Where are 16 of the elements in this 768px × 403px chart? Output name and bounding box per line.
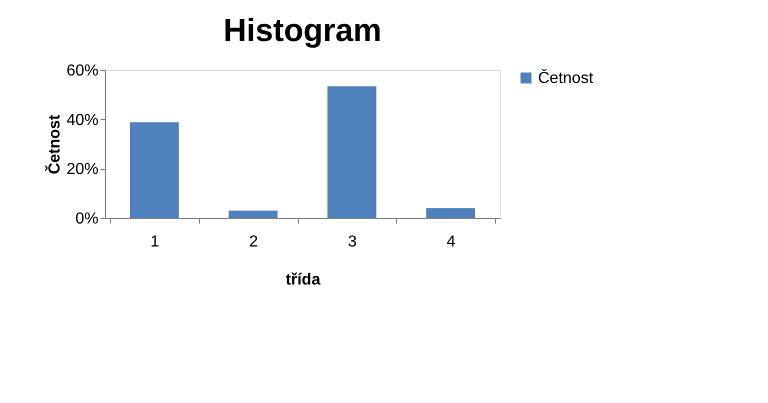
bar bbox=[130, 122, 179, 218]
y-tick-label: 40% bbox=[66, 112, 98, 129]
y-tick-label: 0% bbox=[75, 210, 98, 228]
legend-label: Četnost bbox=[538, 69, 594, 87]
bar bbox=[228, 210, 278, 218]
y-axis-title: Četnost bbox=[44, 114, 64, 174]
y-tick-label: 60% bbox=[66, 62, 98, 80]
x-tick-label: 1 bbox=[150, 234, 160, 250]
x-tick-label: 2 bbox=[249, 234, 258, 250]
y-tick-label: 20% bbox=[66, 161, 98, 178]
x-tick-label: 4 bbox=[446, 234, 456, 250]
x-axis-title: třída bbox=[286, 272, 320, 288]
x-tick-label: 3 bbox=[348, 234, 357, 250]
chart-title: Histogram bbox=[223, 12, 382, 48]
bar bbox=[327, 86, 376, 218]
bar bbox=[426, 208, 476, 218]
